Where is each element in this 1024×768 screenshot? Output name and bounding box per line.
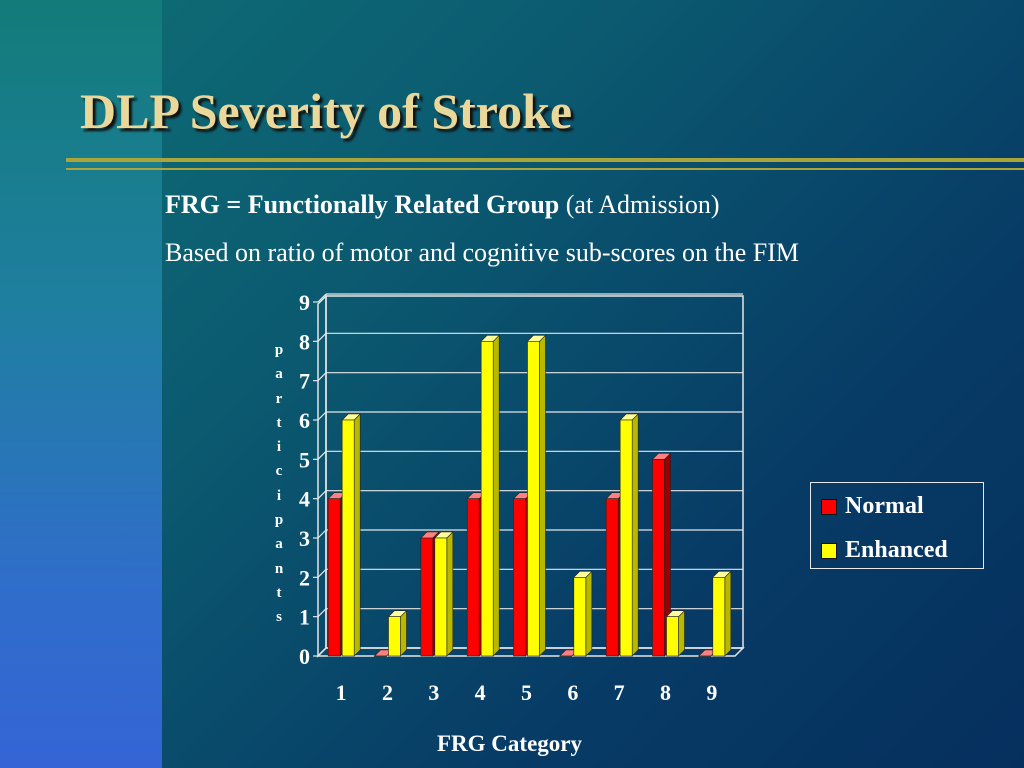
bar-side-enhanced <box>400 609 407 657</box>
y-axis-label-letter: c <box>275 463 283 480</box>
x-tick-label: 2 <box>382 680 393 705</box>
gridline-side <box>317 332 327 342</box>
y-axis-label-letter: i <box>276 439 282 456</box>
subtitle-line-1: FRG = Functionally Related Group (at Adm… <box>165 190 720 220</box>
bar-side-enhanced <box>539 334 546 657</box>
y-tick-label: 8 <box>299 329 310 354</box>
y-tick-label: 6 <box>299 408 310 433</box>
gridline-side <box>317 372 327 382</box>
bar-enhanced <box>434 537 448 657</box>
bar-enhanced <box>480 341 494 657</box>
y-tick-label: 3 <box>299 526 310 551</box>
x-tick-label: 5 <box>521 680 532 705</box>
chart-legend: Normal Enhanced <box>810 482 984 569</box>
bar-normal <box>374 655 387 657</box>
plot-side-wall <box>317 294 327 658</box>
y-tick-label: 4 <box>299 487 310 512</box>
y-axis-label-letter: i <box>276 487 282 504</box>
y-tick-label: 5 <box>299 447 310 472</box>
bar-normal <box>466 498 480 657</box>
y-axis-label-letter: p <box>274 512 284 529</box>
y-axis-label-letter: a <box>275 536 283 553</box>
x-tick-label: 7 <box>614 680 625 705</box>
bar-side-enhanced <box>678 609 685 657</box>
gridline-side <box>317 490 327 500</box>
bar-normal <box>420 537 434 657</box>
gridline-side <box>317 450 327 460</box>
subtitle-rest: (at Admission) <box>559 190 720 219</box>
y-axis-label-letter: t <box>276 584 282 601</box>
bar-enhanced <box>573 577 587 657</box>
subtitle-bold: FRG = Functionally Related Group <box>165 190 560 219</box>
bar-side-enhanced <box>724 570 732 657</box>
legend-label-normal: Normal <box>845 493 924 519</box>
x-tick-label: 9 <box>706 680 717 705</box>
x-tick-label: 8 <box>660 680 671 705</box>
bar-side-enhanced <box>446 531 454 657</box>
bar-normal <box>605 498 619 657</box>
x-axis-title: FRG Category <box>437 731 582 756</box>
bar-enhanced <box>666 616 679 657</box>
y-tick-label: 9 <box>299 290 310 315</box>
y-axis-label-letter: s <box>276 609 282 626</box>
x-tick-label: 3 <box>428 680 439 705</box>
x-tick-label: 1 <box>336 680 347 705</box>
bar-enhanced <box>388 616 401 657</box>
y-axis-label-letter: a <box>275 366 283 383</box>
x-tick-label: 4 <box>475 680 486 705</box>
bar-normal <box>652 459 665 657</box>
gridline-side <box>317 608 327 618</box>
bar-enhanced <box>712 577 726 657</box>
y-tick-label: 2 <box>299 565 310 590</box>
bar-side-enhanced <box>492 334 500 657</box>
subtitle-line-2: Based on ratio of motor and cognitive su… <box>165 238 799 267</box>
y-tick-label: 1 <box>299 605 310 630</box>
bar-enhanced <box>527 341 540 657</box>
bar-normal <box>327 498 341 657</box>
plot-floor <box>316 647 745 657</box>
y-axis-label-letter: r <box>275 390 283 407</box>
x-tick-label: 6 <box>567 680 578 705</box>
bar-side-enhanced <box>353 413 361 657</box>
title-rule-thick <box>66 158 1024 162</box>
bar-enhanced <box>341 419 355 657</box>
bar-enhanced <box>619 419 633 657</box>
y-tick-label: 7 <box>299 369 310 394</box>
legend-swatch-enhanced <box>821 542 837 559</box>
title-rule-thin <box>66 168 1024 170</box>
legend-item-enhanced: Enhanced <box>821 537 948 564</box>
bar-normal <box>559 655 573 657</box>
bar-normal <box>698 655 712 657</box>
y-axis-label-letter: t <box>276 414 282 431</box>
y-axis-label-letter: p <box>274 342 284 358</box>
gridline-side <box>317 529 327 539</box>
slide-title: DLP Severity of Stroke <box>80 83 573 139</box>
gridline-side <box>317 411 327 421</box>
bar-side-enhanced <box>585 570 593 657</box>
y-axis-label-letter: n <box>274 560 284 577</box>
legend-item-normal: Normal <box>821 493 924 520</box>
bar-normal <box>513 498 526 657</box>
left-accent-band <box>0 0 162 768</box>
legend-swatch-normal <box>821 498 837 515</box>
bar-side-enhanced <box>631 413 639 657</box>
gridline-side <box>317 293 327 303</box>
gridline-side <box>317 568 327 578</box>
y-tick-label: 0 <box>299 644 310 669</box>
legend-label-enhanced: Enhanced <box>845 537 948 563</box>
